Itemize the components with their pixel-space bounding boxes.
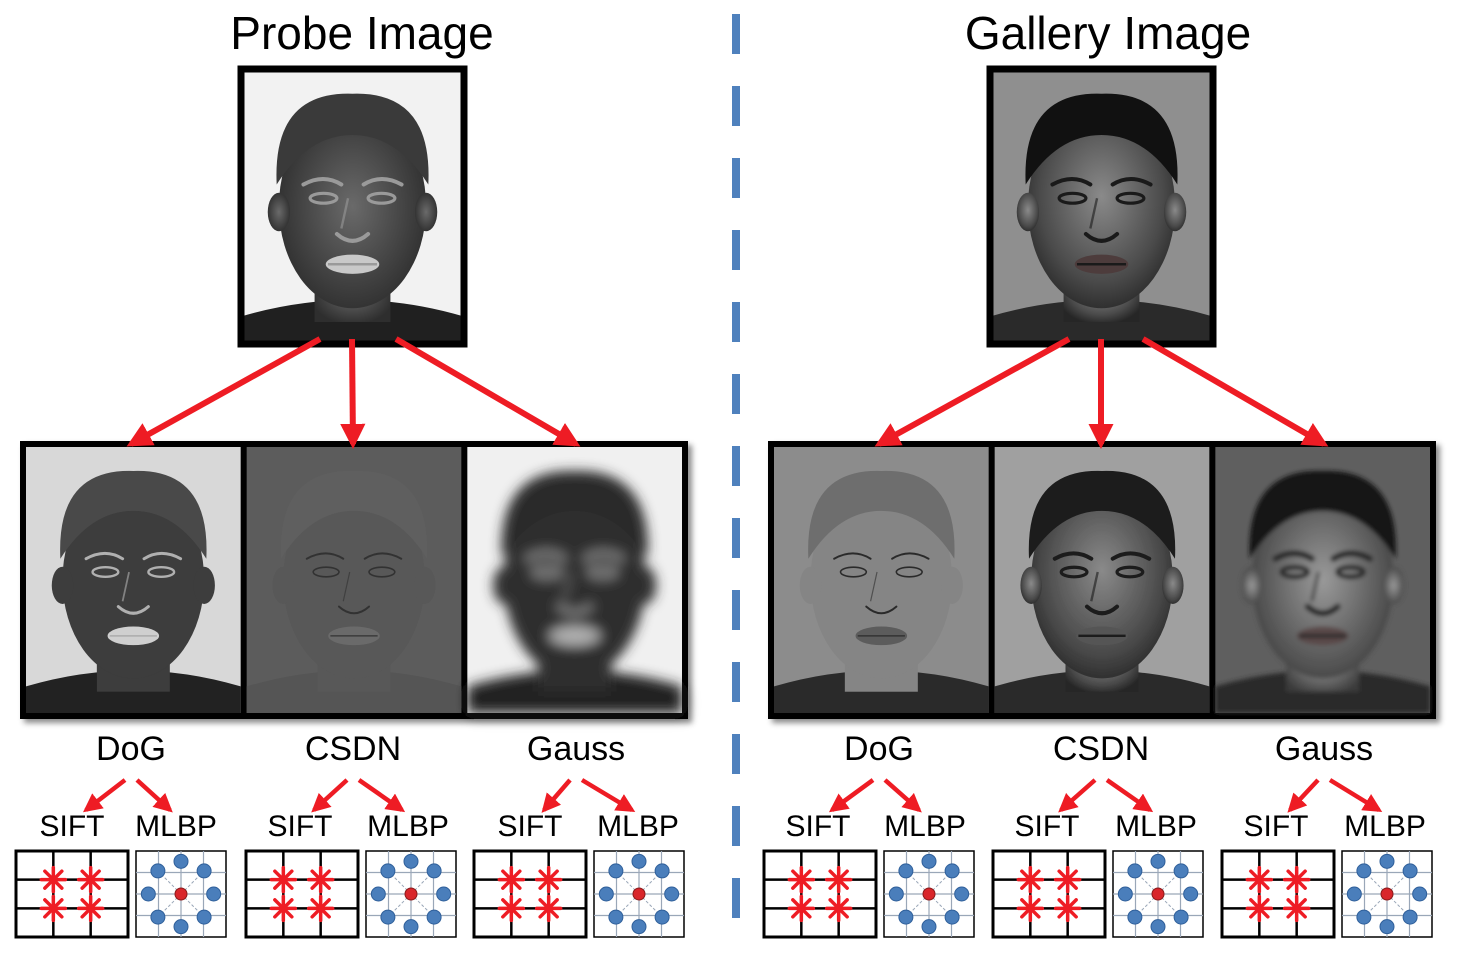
probe-gauss-sift-icon [472, 849, 588, 939]
probe-label-csdn: CSDN [304, 730, 402, 768]
gallery-dog-image [774, 447, 989, 713]
probe-dog-sift-icon [14, 849, 130, 939]
probe-gauss-arrow-mlbp [580, 778, 636, 812]
probe-gauss-label-mlbp: MLBP [597, 810, 679, 843]
gallery-filtered-strip [768, 441, 1436, 719]
gallery-dog-arrow-sift [828, 778, 875, 813]
gallery-arrow-dog [874, 336, 1071, 447]
gallery-dog-mlbp-icon [883, 850, 975, 938]
probe-dog-mlbp-icon [135, 850, 227, 938]
gallery-gauss-sift-icon [1220, 849, 1336, 939]
gallery-dog-sift-icon [762, 849, 878, 939]
probe-gauss-mlbp-icon [593, 850, 685, 938]
probe-arrow-dog [126, 336, 322, 447]
probe-dog-arrow-sift [83, 778, 127, 813]
probe-gauss-arrow-sift [541, 778, 572, 813]
probe-csdn-mlbp-icon [365, 850, 457, 938]
probe-csdn-label-mlbp: MLBP [367, 810, 449, 843]
gallery-title: Gallery Image [964, 7, 1252, 59]
gallery-gauss-arrow-mlbp [1328, 778, 1383, 812]
probe-gauss-image [467, 447, 682, 713]
probe-csdn-label-sift: SIFT [267, 810, 333, 843]
gallery-gauss-label-sift: SIFT [1243, 810, 1309, 843]
probe-arrow-gauss [394, 336, 581, 447]
gallery-csdn-arrow-mlbp [1105, 778, 1154, 813]
probe-dog-arrow-mlbp [135, 778, 173, 813]
gallery-gauss-label-mlbp: MLBP [1344, 810, 1426, 843]
gallery-csdn-image [994, 447, 1210, 713]
gallery-csdn-sift-icon [991, 849, 1107, 939]
probe-csdn-arrow-sift [311, 778, 349, 813]
gallery-csdn-label-mlbp: MLBP [1115, 810, 1197, 843]
gallery-dog-arrow-mlbp [883, 778, 922, 813]
gallery-gauss-mlbp-icon [1341, 850, 1433, 938]
gallery-csdn-arrow-sift [1058, 778, 1097, 813]
gallery-label-dog: DoG [844, 730, 914, 768]
gallery-gauss-arrow-sift [1287, 778, 1320, 813]
gallery-arrow-gauss [1141, 336, 1329, 447]
gallery-face-image [986, 65, 1217, 348]
probe-dog-label-sift: SIFT [39, 810, 105, 843]
probe-dog-image [26, 447, 241, 713]
gallery-csdn-label-sift: SIFT [1014, 810, 1080, 843]
probe-gauss-label-sift: SIFT [497, 810, 563, 843]
probe-csdn-image [246, 447, 462, 713]
probe-dog-label-mlbp: MLBP [135, 810, 217, 843]
probe-arrow-csdn [340, 338, 366, 450]
probe-label-dog: DoG [96, 730, 166, 768]
probe-csdn-sift-icon [244, 849, 360, 939]
probe-face-image [237, 65, 468, 348]
gallery-csdn-mlbp-icon [1112, 850, 1204, 938]
gallery-gauss-image [1215, 447, 1430, 713]
probe-label-gauss: Gauss [526, 730, 626, 768]
gallery-dog-label-sift: SIFT [785, 810, 851, 843]
gallery-label-csdn: CSDN [1052, 730, 1150, 768]
probe-filtered-strip [20, 441, 688, 719]
gallery-dog-label-mlbp: MLBP [884, 810, 966, 843]
gallery-label-gauss: Gauss [1274, 730, 1374, 768]
probe-csdn-arrow-mlbp [357, 778, 406, 813]
probe-title: Probe Image [230, 7, 494, 59]
